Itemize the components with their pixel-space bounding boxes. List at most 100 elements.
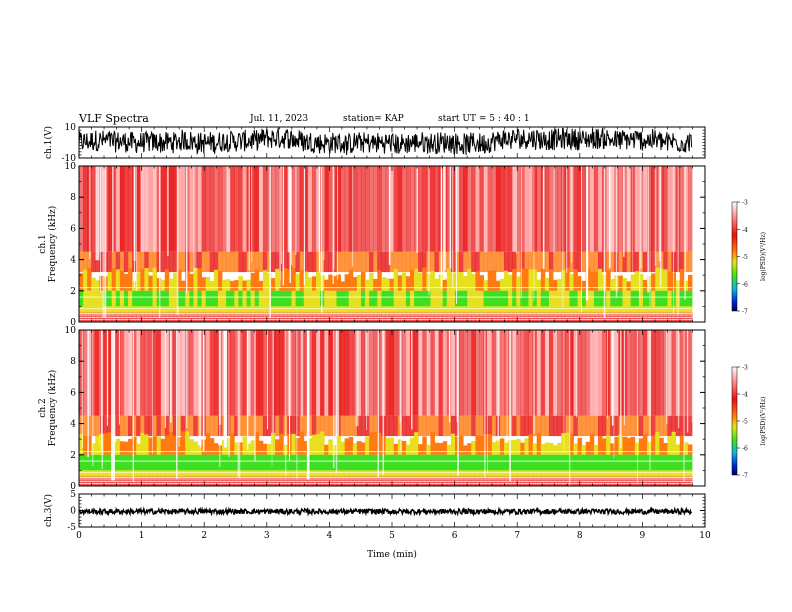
spectrogram-cell-high: [148, 166, 153, 252]
colorbar-tick-label: -4: [742, 227, 748, 234]
spectrogram-cell-lower-band: [614, 290, 619, 307]
vertical-streak: [516, 166, 517, 254]
spectrogram-cell-low: [156, 306, 162, 313]
spectrogram-cell-low: [504, 306, 509, 313]
spectrogram-cell-mid: [410, 251, 415, 273]
spectrogram-cell-upper-band: [642, 434, 648, 455]
spectrogram-cell-lower-band: [446, 290, 452, 307]
vertical-streak: [332, 166, 334, 284]
spectrogram-cell-low: [577, 470, 583, 477]
spectrogram-cell-upper-band: [189, 273, 194, 291]
spectrogram-cell-mid: [557, 415, 562, 437]
spectrogram-cell-high: [565, 166, 570, 252]
y-tick-label: 6: [70, 388, 76, 398]
spectrogram-cell-low: [483, 306, 489, 313]
spectrogram-cell-upper-band: [344, 438, 350, 455]
spectrogram-cell-high: [520, 330, 525, 416]
spectrogram-cell-upper-band: [438, 442, 444, 455]
spectrogram-cell-mid: [553, 415, 558, 437]
spectrogram-cell-mid: [483, 251, 489, 273]
spectrogram-cell-lower-band: [471, 454, 476, 471]
spectrogram-cell-upper-band: [238, 442, 243, 455]
spectrogram-cell-mid: [238, 251, 243, 273]
y-tick-label: 4: [70, 420, 76, 430]
vertical-streak: [576, 330, 577, 418]
vertical-streak: [295, 166, 297, 256]
spectrogram-cell-mid: [87, 251, 92, 273]
spectrogram-cell-lower-band: [487, 290, 493, 307]
spectrogram-cell-high: [332, 330, 337, 416]
spectrogram-cell-lower-band: [373, 454, 378, 471]
spectrogram-cell-upper-band: [471, 440, 476, 455]
spectrogram-cell-low: [209, 470, 215, 477]
spectrogram-cell-low: [172, 306, 178, 313]
chart-title: VLF Spectra: [79, 112, 149, 125]
vertical-streak: [352, 166, 354, 267]
spectrogram-cell-upper-band: [377, 270, 382, 291]
spectrogram-cell-upper-band: [528, 434, 534, 455]
spectrogram-cell-low: [348, 306, 354, 313]
spectrogram-cell-upper-band: [279, 433, 284, 455]
spectrogram-cell-upper-band: [205, 433, 211, 455]
spectrogram-cell-lower-band: [234, 454, 239, 471]
spectrogram-cell-upper-band: [414, 432, 419, 455]
vertical-streak: [323, 166, 325, 260]
spectrogram-cell-lower-band: [275, 454, 280, 471]
spectrogram-cell-upper-band: [115, 269, 121, 291]
spectrogram-cell-low: [393, 470, 399, 477]
spectrogram-cell-low: [238, 306, 243, 313]
spectrogram-cell-upper-band: [226, 438, 231, 455]
spectrogram-cell-mid: [446, 415, 452, 437]
spectrogram-cell-high: [193, 330, 198, 416]
spectrogram-cell-low: [675, 470, 681, 477]
spectrogram-cell-low: [598, 306, 603, 313]
spectrogram-cell-mid: [544, 415, 550, 437]
spectrogram-cell-lower-band: [271, 454, 276, 471]
spectrogram-cell-upper-band: [303, 440, 309, 455]
spectrogram-cell-upper-band: [524, 438, 529, 455]
spectrogram-cell-high: [430, 166, 435, 252]
spectrogram-cell-lower-band: [651, 454, 656, 471]
spectrogram-cell-upper-band: [667, 271, 672, 291]
spectrogram-cell-mid: [610, 251, 615, 273]
spectrogram-cell-low: [226, 306, 231, 313]
spectrogram-cell-upper-band: [291, 433, 296, 455]
spectrogram-cell-mid: [606, 415, 611, 437]
spectrogram-cell-low: [606, 470, 611, 477]
spectrogram-cell-low: [83, 470, 88, 477]
spectrogram-cell-mid: [487, 251, 493, 273]
vertical-streak: [622, 166, 625, 257]
spectrogram-cell-lower-band: [275, 290, 280, 307]
spectrogram-cell-lower-band: [172, 454, 178, 471]
spectrogram-cell-lower-band: [504, 290, 509, 307]
spectrogram-cell-upper-band: [528, 269, 534, 291]
spectrogram-cell-upper-band: [577, 276, 583, 291]
spectrogram-cell-mid: [87, 415, 92, 437]
vertical-streak: [133, 166, 136, 261]
spectrogram-cell-lower-band: [438, 290, 444, 307]
spectrogram-cell-lower-band: [79, 290, 84, 307]
spectrogram-cell-mid: [463, 415, 468, 437]
spectrogram-cell-high: [471, 166, 476, 252]
spectrogram-cell-lower-band: [99, 290, 104, 307]
spectrogram-cell-upper-band: [393, 268, 399, 291]
spectrogram-cell-upper-band: [123, 273, 129, 291]
spectrogram-cell-upper-band: [222, 279, 227, 291]
spectrogram-cell-upper-band: [181, 431, 186, 455]
spectrogram-cell-lower-band: [512, 290, 517, 307]
spectrogram-cell-high: [557, 166, 562, 252]
spectrogram-cell-upper-band: [512, 439, 517, 455]
vertical-streak: [687, 330, 689, 433]
spectrogram-cell-mid: [283, 251, 288, 273]
spectrogram-cell-mid: [655, 415, 660, 437]
spectrogram-cell-low: [365, 470, 370, 477]
spectrogram-cell-lower-band: [365, 290, 370, 307]
spectrogram-cell-lower-band: [111, 290, 117, 307]
spectrogram-cell-low: [589, 306, 595, 313]
spectrogram-cell-high: [426, 330, 431, 416]
vertical-streak: [613, 330, 615, 458]
spectrogram-cell-mid: [618, 251, 623, 273]
spectrogram-cell-high: [683, 166, 689, 252]
